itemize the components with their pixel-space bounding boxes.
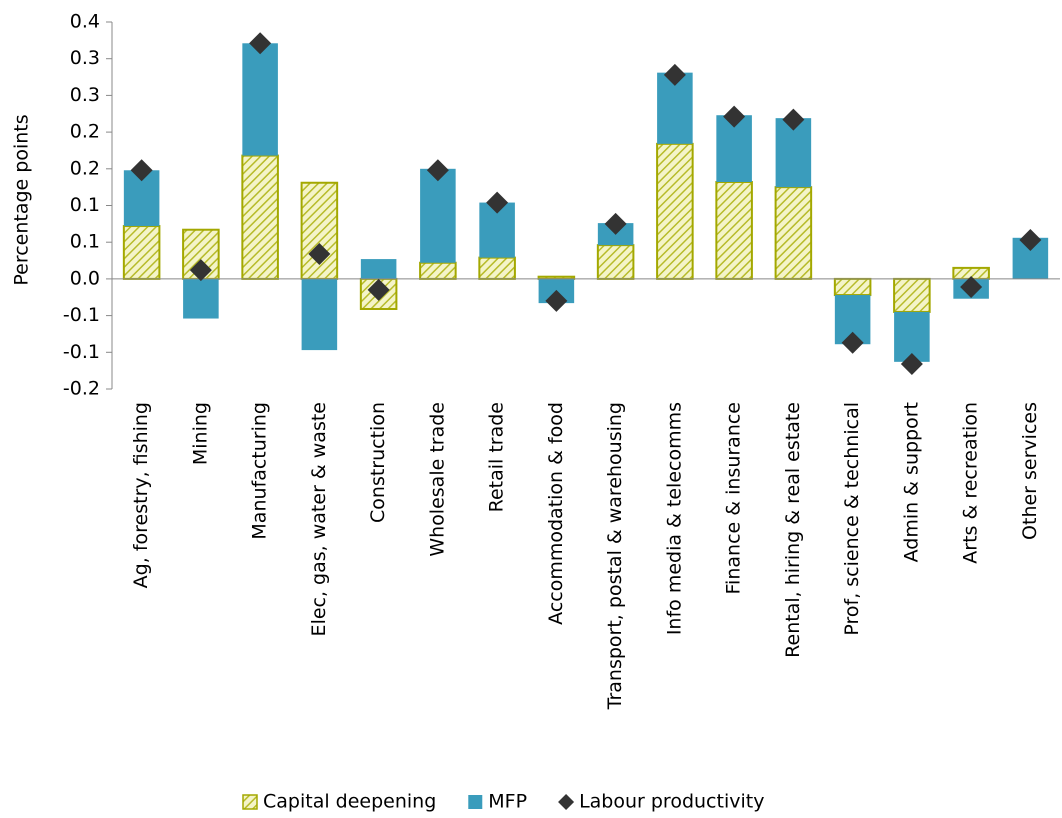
bar bbox=[715, 181, 753, 280]
x-tick-label: Manufacturing bbox=[249, 402, 271, 540]
x-tick-label: Ag, forestry, fishing bbox=[130, 402, 152, 588]
x-tick-label: Info media & telecomms bbox=[663, 402, 685, 635]
bar bbox=[419, 261, 457, 280]
y-tick-label: 0.3 bbox=[70, 84, 100, 106]
y-tick-label: 0.3 bbox=[70, 47, 100, 69]
marker bbox=[426, 159, 449, 182]
x-tick-label: Arts & recreation bbox=[960, 402, 982, 564]
bar bbox=[596, 244, 635, 280]
x-tick-label: Wholesale trade bbox=[426, 402, 448, 557]
legend-swatch bbox=[468, 795, 483, 809]
marker bbox=[782, 108, 805, 131]
legend-swatch bbox=[242, 794, 258, 810]
bar bbox=[242, 43, 278, 156]
x-tick-label: Transport, postal & warehousing bbox=[604, 402, 626, 710]
y-tick-label: -0.1 bbox=[63, 304, 100, 326]
bar bbox=[774, 186, 813, 280]
y-axis-title: Percentage points bbox=[11, 114, 33, 285]
marker bbox=[663, 63, 686, 86]
marker bbox=[189, 259, 212, 282]
legend-label: MFP bbox=[488, 791, 527, 813]
y-tick-label: 0.0 bbox=[70, 267, 100, 289]
bar bbox=[893, 277, 931, 313]
legend-label: Labour productivity bbox=[579, 791, 764, 813]
y-tick-label: 0.1 bbox=[70, 231, 100, 253]
x-tick-label: Prof, science & technical bbox=[841, 402, 863, 636]
y-tick-label: 0.2 bbox=[70, 121, 100, 143]
marker bbox=[367, 278, 390, 301]
marker bbox=[900, 353, 923, 376]
bar bbox=[301, 278, 338, 351]
marker bbox=[841, 331, 864, 354]
x-tick-label: Admin & support bbox=[900, 402, 922, 562]
legend-swatch bbox=[558, 794, 575, 810]
x-tick-label: Finance & insurance bbox=[723, 402, 745, 594]
x-tick-label: Other services bbox=[1019, 402, 1041, 540]
y-tick-label: 0.1 bbox=[70, 194, 100, 216]
y-tick-label: 0.2 bbox=[70, 157, 100, 179]
marker bbox=[960, 275, 983, 298]
marker bbox=[308, 242, 331, 265]
y-tick-label: -0.1 bbox=[63, 341, 100, 363]
marker bbox=[1019, 228, 1042, 251]
y-tick-label: -0.2 bbox=[63, 378, 100, 400]
bar bbox=[122, 225, 161, 280]
x-tick-label: Accommodation & food bbox=[545, 402, 567, 625]
bar bbox=[360, 259, 397, 279]
marker bbox=[723, 105, 746, 128]
x-tick-label: Rental, hiring & real estate bbox=[782, 402, 804, 658]
marker bbox=[249, 32, 272, 55]
marker bbox=[604, 212, 627, 235]
y-tick-label: 0.4 bbox=[70, 11, 100, 33]
bar bbox=[420, 168, 456, 263]
bar bbox=[183, 278, 219, 319]
bar bbox=[478, 256, 516, 280]
x-tick-label: Elec, gas, water & waste bbox=[308, 402, 330, 636]
bar bbox=[833, 277, 872, 297]
marker bbox=[545, 289, 568, 312]
marker bbox=[130, 159, 153, 182]
marker bbox=[486, 191, 509, 214]
bar bbox=[656, 142, 694, 280]
legend-label: Capital deepening bbox=[263, 791, 436, 813]
bar bbox=[241, 154, 279, 280]
x-tick-label: Mining bbox=[189, 402, 211, 465]
x-tick-label: Construction bbox=[367, 402, 389, 523]
x-tick-label: Retail trade bbox=[486, 402, 508, 512]
